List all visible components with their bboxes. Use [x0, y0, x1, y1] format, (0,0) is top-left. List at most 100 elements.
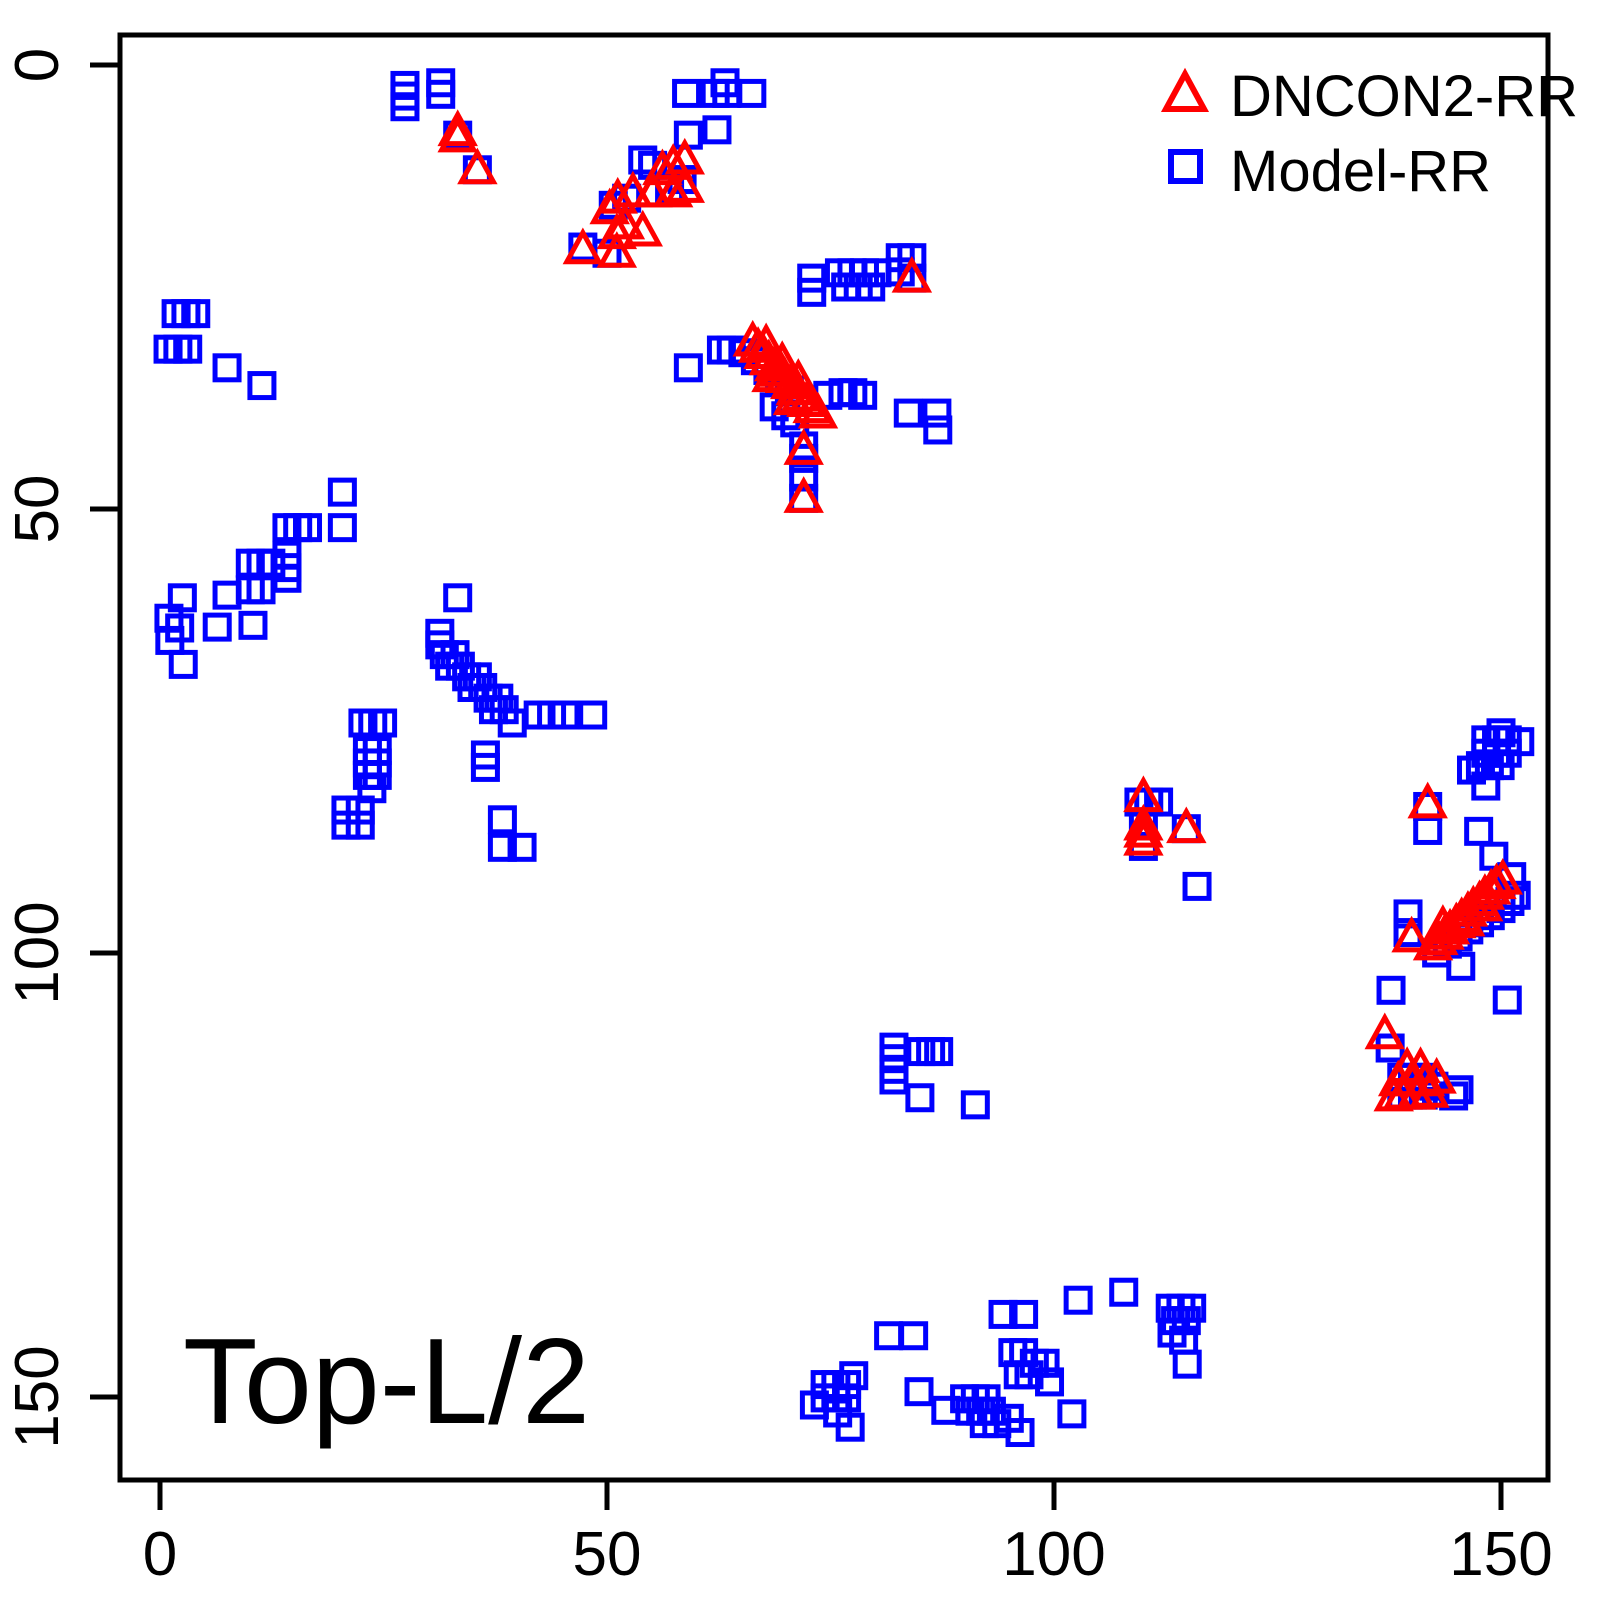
y-tick-label: 150	[3, 1345, 72, 1448]
model-rr-point	[797, 277, 827, 307]
model-rr-point	[673, 353, 703, 383]
model-rr-point	[1009, 1299, 1039, 1329]
model-rr-point	[1063, 1285, 1093, 1315]
model-rr-point	[835, 1412, 865, 1442]
model-rr-point	[578, 700, 608, 730]
model-rr-point	[426, 79, 456, 109]
dncon2-rr-point	[761, 340, 803, 377]
model-rr-point	[1376, 975, 1406, 1005]
model-rr-point	[1014, 1360, 1044, 1390]
dncon2-rr-point	[1123, 818, 1164, 856]
model-rr-point	[1413, 815, 1443, 845]
model-rr-point	[922, 398, 952, 428]
model-rr-point	[1144, 787, 1174, 817]
dncon2-rr-point	[437, 109, 478, 147]
model-rr-point	[1492, 985, 1522, 1015]
model-rr-point	[368, 708, 398, 738]
model-rr-point	[848, 380, 878, 410]
dncon2-rr-point	[457, 147, 498, 185]
model-rr-point	[924, 1037, 954, 1067]
dncon2-rr-point	[1373, 1074, 1414, 1112]
legend-triangle-icon	[1160, 67, 1210, 112]
model-rr-point	[168, 649, 198, 679]
model-rr-point	[212, 353, 242, 383]
dncon2-rr-point	[1422, 904, 1464, 941]
model-rr-point	[1109, 1277, 1139, 1307]
model-rr-point	[960, 1090, 990, 1120]
dncon2-rr-point	[772, 378, 814, 416]
model-rr-point	[256, 548, 286, 578]
model-rr-point	[673, 120, 703, 150]
dncon2-rr-point	[1482, 858, 1524, 895]
model-rr-point	[702, 115, 732, 145]
y-tick-label: 100	[3, 901, 72, 1004]
model-rr-points-layer	[153, 68, 1535, 1448]
model-rr-point	[238, 610, 268, 640]
dncon2-rr-point	[783, 428, 824, 465]
dncon2-rr-point	[632, 170, 673, 208]
legend-label-dncon2: DNCON2-RR	[1230, 64, 1578, 129]
y-tick-label: 50	[3, 475, 72, 544]
model-rr-point	[507, 832, 537, 862]
dncon2-rr-point	[745, 322, 787, 360]
model-rr-point	[905, 1083, 935, 1113]
dncon2-rr-point	[562, 227, 604, 265]
model-rr-point	[247, 371, 277, 401]
plot-border	[117, 32, 1551, 1483]
dncon2-rr-point	[589, 187, 630, 225]
y-tick-label: 0	[3, 48, 72, 82]
model-rr-point	[1172, 1349, 1202, 1379]
model-rr-point	[212, 580, 242, 610]
dncon2-rr-point	[642, 148, 683, 186]
model-rr-point	[1057, 1399, 1087, 1429]
dncon2-rr-point	[596, 212, 638, 250]
model-rr-point	[293, 513, 323, 543]
dncon2-rr-point	[596, 231, 638, 268]
model-rr-point	[487, 805, 517, 835]
model-rr-point	[550, 700, 580, 730]
dncon2-rr-point	[1407, 781, 1448, 819]
legend: DNCON2-RR Model-RR	[1160, 64, 1578, 204]
model-rr-point	[1005, 1418, 1035, 1448]
model-rr-point	[202, 612, 232, 642]
model-rr-point	[443, 583, 473, 613]
axes-layer: 0 50 100 150 0 50 100 150	[3, 32, 1553, 1589]
model-rr-point	[1182, 871, 1212, 901]
model-rr-point	[173, 334, 203, 364]
model-rr-point	[737, 78, 767, 108]
x-tick-label: 150	[1449, 1520, 1552, 1589]
dncon2-rr-point	[1123, 810, 1164, 848]
model-rr-point	[1446, 951, 1476, 981]
model-rr-point	[1035, 1367, 1065, 1397]
dncon2-rr-point	[1391, 915, 1432, 953]
legend-label-model: Model-RR	[1230, 139, 1491, 204]
model-rr-point	[1464, 816, 1494, 846]
model-rr-point	[832, 1383, 862, 1413]
model-rr-point	[390, 92, 420, 122]
model-rr-point	[904, 1377, 934, 1407]
dncon2-rr-point	[622, 209, 663, 247]
dncon2-rr-point	[1364, 1012, 1406, 1050]
model-rr-point	[327, 513, 357, 543]
model-rr-point	[345, 810, 375, 840]
x-tick-label: 50	[573, 1520, 642, 1589]
dncon2-rr-point	[1476, 862, 1517, 900]
dncon2-rr-point	[1166, 806, 1207, 844]
model-rr-point	[327, 477, 357, 507]
dncon2-rr-point	[751, 355, 792, 393]
dncon2-rr-points-layer	[437, 109, 1524, 1112]
model-rr-point	[487, 832, 517, 862]
model-rr-point	[672, 78, 702, 108]
model-rr-point	[856, 272, 886, 302]
model-rr-point	[789, 462, 819, 492]
dncon2-rr-point	[1462, 884, 1504, 922]
model-rr-point	[181, 299, 211, 329]
model-rr-point	[470, 752, 500, 782]
annotation-top-l2: Top-L/2	[183, 1313, 590, 1449]
model-rr-point	[923, 415, 953, 445]
model-rr-point	[246, 575, 276, 605]
dncon2-rr-point	[1416, 1056, 1457, 1094]
model-rr-point	[879, 1065, 909, 1095]
